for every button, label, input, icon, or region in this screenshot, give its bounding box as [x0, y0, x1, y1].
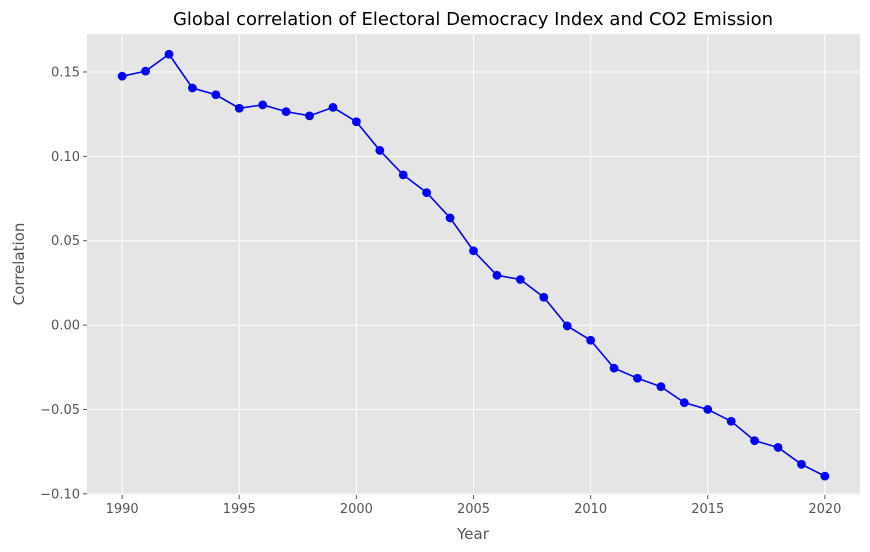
- data-point: [305, 111, 314, 121]
- ticks: 1990 1995 2000 2005 2010 2015 2020 −0.10 −0.05 0.…: [40, 65, 841, 517]
- data-point: [328, 103, 338, 112]
- data-point: [703, 405, 713, 414]
- series-layer: [117, 49, 830, 481]
- y-axis-label: Correlation: [10, 223, 28, 306]
- data-point: [515, 275, 525, 284]
- data-point: [422, 188, 432, 198]
- data-point: [586, 335, 596, 345]
- data-point: [445, 213, 455, 223]
- data-point: [797, 459, 806, 469]
- x-tick-label: 1990: [106, 502, 139, 517]
- data-point: [656, 382, 666, 392]
- data-point: [773, 443, 783, 452]
- data-point: [141, 66, 150, 76]
- data-point: [375, 146, 385, 155]
- y-tick-label: 0.15: [51, 65, 80, 80]
- x-tick-label: 1995: [223, 502, 256, 517]
- data-point: [562, 321, 572, 331]
- data-point: [679, 398, 689, 408]
- data-point: [609, 363, 619, 373]
- chart-title: Global correlation of Electoral Democrac…: [173, 9, 773, 30]
- data-point: [726, 416, 736, 426]
- y-tick-label: 0.00: [51, 319, 80, 334]
- x-tick-label: 2020: [808, 502, 841, 517]
- data-point: [234, 103, 244, 113]
- x-tick-label: 2005: [457, 502, 490, 517]
- data-point: [188, 83, 197, 93]
- y-tick-label: −0.05: [40, 403, 80, 418]
- x-tick-label: 2010: [574, 502, 607, 517]
- data-point: [281, 107, 291, 117]
- data-point: [398, 170, 408, 180]
- data-point: [351, 117, 361, 127]
- x-tick-label: 2000: [340, 502, 373, 517]
- y-tick-label: 0.05: [51, 234, 80, 249]
- data-point: [539, 292, 549, 302]
- y-tick-label: −0.10: [40, 487, 80, 502]
- data-point: [211, 90, 221, 100]
- x-tick-label: 2015: [691, 502, 724, 517]
- grid: [87, 34, 860, 495]
- data-point: [633, 373, 642, 383]
- y-tick-label: 0.10: [51, 150, 80, 165]
- data-point: [117, 71, 127, 81]
- x-axis-label: Year: [456, 525, 490, 543]
- data-point: [164, 49, 174, 59]
- data-point: [750, 436, 759, 446]
- data-point: [469, 246, 478, 256]
- data-point: [820, 471, 830, 481]
- data-point: [258, 100, 268, 110]
- data-point: [492, 270, 502, 280]
